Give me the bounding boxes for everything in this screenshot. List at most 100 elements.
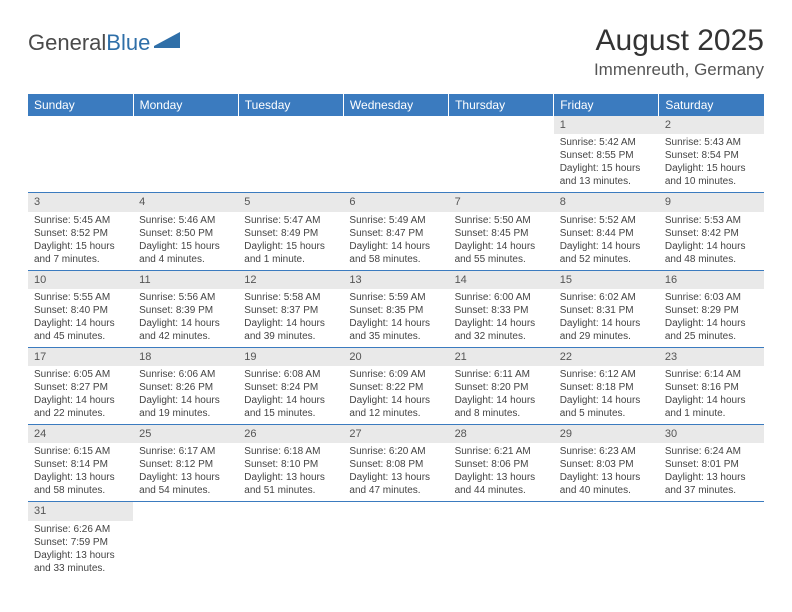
daylight: Daylight: 14 hours and 19 minutes. — [139, 394, 232, 420]
daylight: Daylight: 13 hours and 51 minutes. — [244, 471, 337, 497]
sunrise: Sunrise: 6:23 AM — [560, 445, 653, 458]
sunset: Sunset: 8:03 PM — [560, 458, 653, 471]
calendar-cell: 19Sunrise: 6:08 AMSunset: 8:24 PMDayligh… — [238, 347, 343, 424]
sunset: Sunset: 8:12 PM — [139, 458, 232, 471]
calendar-cell — [343, 502, 448, 579]
sunrise: Sunrise: 5:47 AM — [244, 214, 337, 227]
month-title: August 2025 — [594, 24, 764, 58]
calendar-cell: 18Sunrise: 6:06 AMSunset: 8:26 PMDayligh… — [133, 347, 238, 424]
calendar-cell: 10Sunrise: 5:55 AMSunset: 8:40 PMDayligh… — [28, 270, 133, 347]
day-number: 8 — [554, 193, 659, 211]
calendar-cell: 3Sunrise: 5:45 AMSunset: 8:52 PMDaylight… — [28, 193, 133, 270]
day-body: Sunrise: 6:18 AMSunset: 8:10 PMDaylight:… — [238, 443, 343, 501]
sunrise: Sunrise: 6:03 AM — [665, 291, 758, 304]
calendar-cell: 29Sunrise: 6:23 AMSunset: 8:03 PMDayligh… — [554, 425, 659, 502]
day-body: Sunrise: 5:53 AMSunset: 8:42 PMDaylight:… — [659, 212, 764, 270]
sunrise: Sunrise: 6:11 AM — [455, 368, 548, 381]
sunset: Sunset: 8:45 PM — [455, 227, 548, 240]
sunset: Sunset: 8:26 PM — [139, 381, 232, 394]
day-number: 25 — [133, 425, 238, 443]
day-number: 6 — [343, 193, 448, 211]
day-body: Sunrise: 5:52 AMSunset: 8:44 PMDaylight:… — [554, 212, 659, 270]
calendar-cell: 6Sunrise: 5:49 AMSunset: 8:47 PMDaylight… — [343, 193, 448, 270]
calendar-week: 24Sunrise: 6:15 AMSunset: 8:14 PMDayligh… — [28, 425, 764, 502]
sunrise: Sunrise: 5:49 AM — [349, 214, 442, 227]
sunrise: Sunrise: 6:15 AM — [34, 445, 127, 458]
day-number: 15 — [554, 271, 659, 289]
calendar-cell: 8Sunrise: 5:52 AMSunset: 8:44 PMDaylight… — [554, 193, 659, 270]
day-number: 10 — [28, 271, 133, 289]
day-number: 26 — [238, 425, 343, 443]
sunrise: Sunrise: 5:45 AM — [34, 214, 127, 227]
day-body: Sunrise: 6:17 AMSunset: 8:12 PMDaylight:… — [133, 443, 238, 501]
sunset: Sunset: 8:31 PM — [560, 304, 653, 317]
day-body: Sunrise: 5:59 AMSunset: 8:35 PMDaylight:… — [343, 289, 448, 347]
calendar-cell — [28, 116, 133, 193]
calendar-cell: 31Sunrise: 6:26 AMSunset: 7:59 PMDayligh… — [28, 502, 133, 579]
day-header: Monday — [133, 94, 238, 116]
calendar-cell: 15Sunrise: 6:02 AMSunset: 8:31 PMDayligh… — [554, 270, 659, 347]
sunrise: Sunrise: 5:53 AM — [665, 214, 758, 227]
day-body: Sunrise: 6:06 AMSunset: 8:26 PMDaylight:… — [133, 366, 238, 424]
day-number: 18 — [133, 348, 238, 366]
day-number: 31 — [28, 502, 133, 520]
calendar-week: 31Sunrise: 6:26 AMSunset: 7:59 PMDayligh… — [28, 502, 764, 579]
calendar-cell: 24Sunrise: 6:15 AMSunset: 8:14 PMDayligh… — [28, 425, 133, 502]
sunset: Sunset: 8:16 PM — [665, 381, 758, 394]
sunset: Sunset: 8:24 PM — [244, 381, 337, 394]
day-number: 19 — [238, 348, 343, 366]
daylight: Daylight: 15 hours and 1 minute. — [244, 240, 337, 266]
calendar-cell — [449, 502, 554, 579]
daylight: Daylight: 13 hours and 47 minutes. — [349, 471, 442, 497]
day-number: 23 — [659, 348, 764, 366]
calendar-cell — [133, 116, 238, 193]
sunrise: Sunrise: 5:55 AM — [34, 291, 127, 304]
day-header: Tuesday — [238, 94, 343, 116]
day-header: Friday — [554, 94, 659, 116]
sunrise: Sunrise: 6:09 AM — [349, 368, 442, 381]
day-body: Sunrise: 5:46 AMSunset: 8:50 PMDaylight:… — [133, 212, 238, 270]
calendar-cell: 5Sunrise: 5:47 AMSunset: 8:49 PMDaylight… — [238, 193, 343, 270]
day-number: 4 — [133, 193, 238, 211]
day-body: Sunrise: 6:02 AMSunset: 8:31 PMDaylight:… — [554, 289, 659, 347]
sunset: Sunset: 8:49 PM — [244, 227, 337, 240]
day-body: Sunrise: 6:24 AMSunset: 8:01 PMDaylight:… — [659, 443, 764, 501]
day-number: 28 — [449, 425, 554, 443]
daylight: Daylight: 14 hours and 32 minutes. — [455, 317, 548, 343]
day-body: Sunrise: 6:15 AMSunset: 8:14 PMDaylight:… — [28, 443, 133, 501]
sunset: Sunset: 8:54 PM — [665, 149, 758, 162]
calendar-cell: 16Sunrise: 6:03 AMSunset: 8:29 PMDayligh… — [659, 270, 764, 347]
daylight: Daylight: 14 hours and 8 minutes. — [455, 394, 548, 420]
daylight: Daylight: 14 hours and 42 minutes. — [139, 317, 232, 343]
day-header: Sunday — [28, 94, 133, 116]
calendar-cell — [554, 502, 659, 579]
sunrise: Sunrise: 6:12 AM — [560, 368, 653, 381]
daylight: Daylight: 14 hours and 39 minutes. — [244, 317, 337, 343]
daylight: Daylight: 15 hours and 7 minutes. — [34, 240, 127, 266]
day-body: Sunrise: 5:49 AMSunset: 8:47 PMDaylight:… — [343, 212, 448, 270]
day-body: Sunrise: 5:43 AMSunset: 8:54 PMDaylight:… — [659, 134, 764, 192]
sunrise: Sunrise: 5:56 AM — [139, 291, 232, 304]
sunset: Sunset: 8:37 PM — [244, 304, 337, 317]
day-number: 29 — [554, 425, 659, 443]
day-number: 30 — [659, 425, 764, 443]
day-body: Sunrise: 5:56 AMSunset: 8:39 PMDaylight:… — [133, 289, 238, 347]
day-number: 13 — [343, 271, 448, 289]
day-body: Sunrise: 5:45 AMSunset: 8:52 PMDaylight:… — [28, 212, 133, 270]
sunrise: Sunrise: 6:26 AM — [34, 523, 127, 536]
daylight: Daylight: 13 hours and 54 minutes. — [139, 471, 232, 497]
daylight: Daylight: 14 hours and 48 minutes. — [665, 240, 758, 266]
sunrise: Sunrise: 6:17 AM — [139, 445, 232, 458]
calendar-cell: 12Sunrise: 5:58 AMSunset: 8:37 PMDayligh… — [238, 270, 343, 347]
day-number: 21 — [449, 348, 554, 366]
day-number: 22 — [554, 348, 659, 366]
day-number: 24 — [28, 425, 133, 443]
day-number: 2 — [659, 116, 764, 134]
day-number: 11 — [133, 271, 238, 289]
daylight: Daylight: 13 hours and 58 minutes. — [34, 471, 127, 497]
sunrise: Sunrise: 6:08 AM — [244, 368, 337, 381]
sunset: Sunset: 8:20 PM — [455, 381, 548, 394]
day-number: 1 — [554, 116, 659, 134]
sunrise: Sunrise: 6:14 AM — [665, 368, 758, 381]
calendar-cell: 30Sunrise: 6:24 AMSunset: 8:01 PMDayligh… — [659, 425, 764, 502]
